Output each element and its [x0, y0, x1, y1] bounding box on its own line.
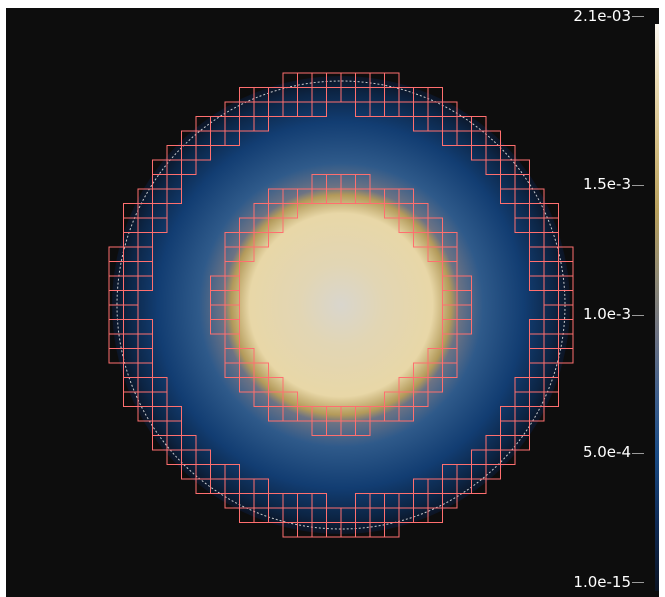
- colorbar-tick-label: 5.0e-4: [582, 443, 631, 461]
- colorbar-tick: [632, 582, 644, 583]
- colorbar-tick-label: 1.0e-3: [582, 305, 631, 323]
- scalar-field-disc: [112, 76, 570, 534]
- colorbar-tick-label: 1.5e-3: [582, 175, 631, 193]
- mesh-cell: [427, 507, 443, 523]
- colorbar-max-label: 2.1e-03: [573, 8, 631, 25]
- mesh-cell: [543, 391, 559, 407]
- colorbar: [655, 24, 659, 591]
- mesh-cell: [239, 246, 255, 262]
- mesh-cell: [253, 116, 269, 132]
- colorbar-tick: [632, 16, 644, 17]
- mesh-cell: [355, 420, 371, 436]
- mesh-cell: [442, 362, 458, 378]
- mesh-cell: [413, 391, 429, 407]
- mesh-cell: [471, 478, 487, 494]
- inner-refinement-mesh: [210, 174, 472, 436]
- mesh-cell: [442, 493, 458, 509]
- mesh-cell: [282, 203, 298, 219]
- mesh-cell: [398, 406, 414, 422]
- mesh-cell: [166, 188, 182, 204]
- mesh-cell: [224, 130, 240, 146]
- colorbar-tick: [632, 185, 644, 186]
- mesh-cell: [181, 159, 197, 175]
- colorbar-tick: [632, 453, 644, 454]
- field-render: [108, 72, 574, 538]
- mesh-cell: [485, 464, 501, 480]
- mesh-cell: [456, 319, 472, 335]
- mesh-cell: [514, 435, 530, 451]
- mesh-cell: [137, 275, 153, 291]
- mesh-cell: [558, 348, 574, 364]
- colorbar-min-label: 1.0e-15: [573, 573, 631, 591]
- mesh-cell: [427, 377, 443, 393]
- outer-refinement-mesh: [108, 72, 574, 538]
- mesh-cell: [253, 232, 269, 248]
- render-viewport[interactable]: 2.1e-03 1.5e-3 1.0e-3 5.0e-4 1.0e-15: [6, 8, 659, 597]
- colorbar-tick: [632, 315, 644, 316]
- mesh-cell: [311, 101, 327, 117]
- mesh-cell: [268, 217, 284, 233]
- mesh-cell: [384, 522, 400, 538]
- mesh-cell: [195, 145, 211, 161]
- mesh-cell: [152, 217, 168, 233]
- mesh-cell: [529, 406, 545, 422]
- mesh-cell: [500, 449, 516, 465]
